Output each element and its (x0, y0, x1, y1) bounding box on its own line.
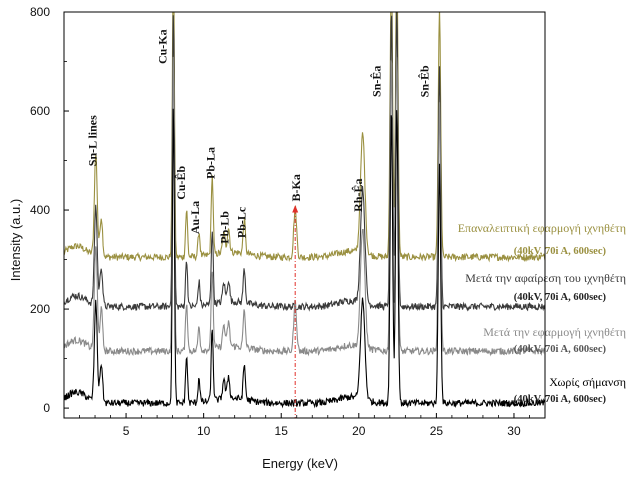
y-axis-title: Intensity (a.u.) (8, 199, 23, 281)
peak-label: Au-La (188, 201, 202, 234)
legend-layer: Επαναλειπτική εφαρμογή ιχνηθέτη (40kV, 70… (458, 221, 626, 405)
marker-layer (292, 205, 299, 418)
legend-series-condition: (40kV, 70i A, 600sec) (514, 246, 607, 257)
x-tick-label: 5 (123, 424, 130, 438)
peak-label: Cu-Êb (174, 165, 188, 199)
peak-label: Pb-Lc (235, 206, 249, 238)
x-tick-label: 10 (197, 424, 211, 438)
series-line (64, 108, 545, 409)
x-tick-label: 30 (507, 424, 521, 438)
x-axis-title: Energy (keV) (262, 456, 338, 471)
peak-label: Pb-La (204, 147, 218, 179)
legend-series-condition: (40kV, 70i A, 600sec) (514, 344, 607, 355)
series-layer (64, 12, 545, 409)
series-line (64, 12, 545, 312)
y-tick-label: 400 (30, 203, 50, 217)
peak-label: B-Ka (289, 174, 303, 201)
legend-series-name: Μετά την εφαρμογή ιχνηθέτη (483, 325, 626, 339)
series-line (64, 56, 545, 357)
legend-series-name: Χωρίς σήμανση (549, 375, 626, 389)
x-tick-label: 20 (352, 424, 366, 438)
series-line (64, 12, 545, 263)
legend-series-name: Επαναλειπτική εφαρμογή ιχνηθέτη (458, 221, 626, 235)
legend-series-condition: (40kV, 70i A, 600sec) (514, 292, 607, 303)
y-tick-label: 600 (30, 104, 50, 118)
peak-label: Sn-Êa (370, 66, 384, 97)
marker-arrow (292, 205, 299, 213)
x-tick-label: 25 (430, 424, 444, 438)
legend-series-name: Μετά την αφαίρεση του ιχνηθέτη (465, 271, 626, 285)
y-tick-label: 800 (30, 5, 50, 19)
legend-series-condition: (40kV, 70i A, 600sec) (514, 394, 607, 405)
axes-layer: 5 10 15 20 25 30 0 200 400 600 800 (30, 5, 546, 438)
peak-label: Sn-L lines (86, 115, 100, 166)
peak-label: Rh-Êa (351, 179, 365, 212)
peak-label: Cu-Ka (155, 29, 169, 64)
x-tick-label: 15 (275, 424, 289, 438)
peak-label: Pb-Lb (218, 211, 232, 244)
peak-label: Sn-Êb (418, 65, 432, 97)
plot-frame (63, 11, 546, 419)
y-tick-label: 200 (30, 302, 50, 316)
y-tick-label: 0 (43, 401, 50, 415)
